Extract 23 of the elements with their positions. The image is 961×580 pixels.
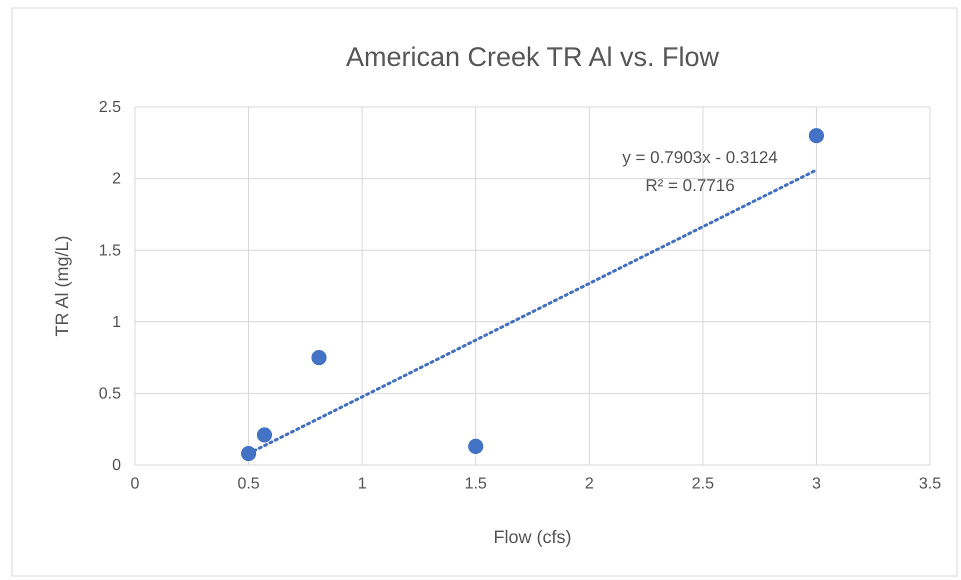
x-axis-title: Flow (cfs) [494, 527, 572, 547]
annotation: y = 0.7903x - 0.3124 [622, 148, 778, 167]
y-tick-label: 2 [112, 170, 122, 188]
y-tick-label: 2.5 [98, 99, 122, 116]
x-tick-label: 0 [130, 475, 140, 492]
y-tick-label: 1.5 [98, 242, 122, 260]
annotation: R² = 0.7716 [645, 176, 735, 195]
x-tick-label: 1 [358, 475, 367, 492]
y-tick-label: 0.5 [98, 386, 122, 403]
point [311, 350, 327, 366]
x-tick-label: 2 [584, 475, 594, 492]
y-tick-label: 1 [112, 314, 122, 331]
x-tick-label: 0.5 [237, 475, 260, 492]
x-tick-label: 3.5 [918, 475, 942, 492]
point [808, 128, 824, 144]
x-tick-label: 2.5 [692, 475, 714, 492]
y-axis-title: TR Al (mg/L) [52, 235, 72, 337]
x-tick-label: 3 [812, 475, 821, 492]
x-tick-label: 1.5 [464, 475, 487, 492]
point [468, 438, 484, 454]
y-tick-label: 0 [112, 457, 122, 474]
chart-title: American Creek TR Al vs. Flow [346, 42, 720, 72]
point [256, 427, 272, 442]
